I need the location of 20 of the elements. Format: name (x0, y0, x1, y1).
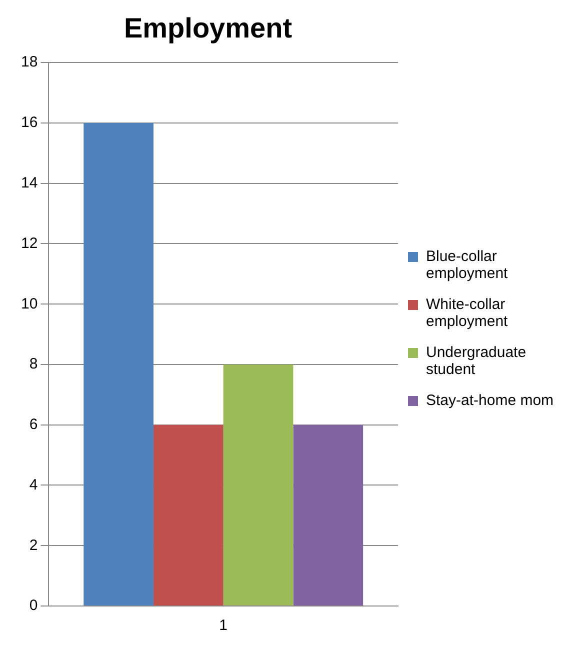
y-tick-label: 10 (20, 295, 38, 312)
bar (293, 424, 364, 606)
y-tick-label: 0 (29, 597, 38, 614)
y-tick-label: 12 (20, 234, 38, 252)
legend-label: White-collar employment (426, 296, 509, 330)
bar (84, 122, 154, 606)
chart-title: Employment (124, 12, 292, 44)
y-tick-label: 6 (29, 416, 38, 434)
y-tick-label: 4 (29, 476, 38, 494)
y-tick-label: 14 (20, 174, 38, 192)
bar (223, 364, 294, 606)
bar (153, 424, 224, 606)
y-tick-label: 2 (29, 536, 38, 554)
y-tick-label: 16 (20, 114, 38, 132)
x-tick-label: 1 (219, 617, 228, 634)
y-tick-label: 18 (20, 54, 38, 71)
legend-label: Stay-at-home mom (426, 392, 554, 408)
legend-label: Undergraduate student (426, 344, 528, 378)
y-tick-label: 8 (29, 356, 38, 373)
legend-label: Blue-collar employment (426, 248, 509, 282)
